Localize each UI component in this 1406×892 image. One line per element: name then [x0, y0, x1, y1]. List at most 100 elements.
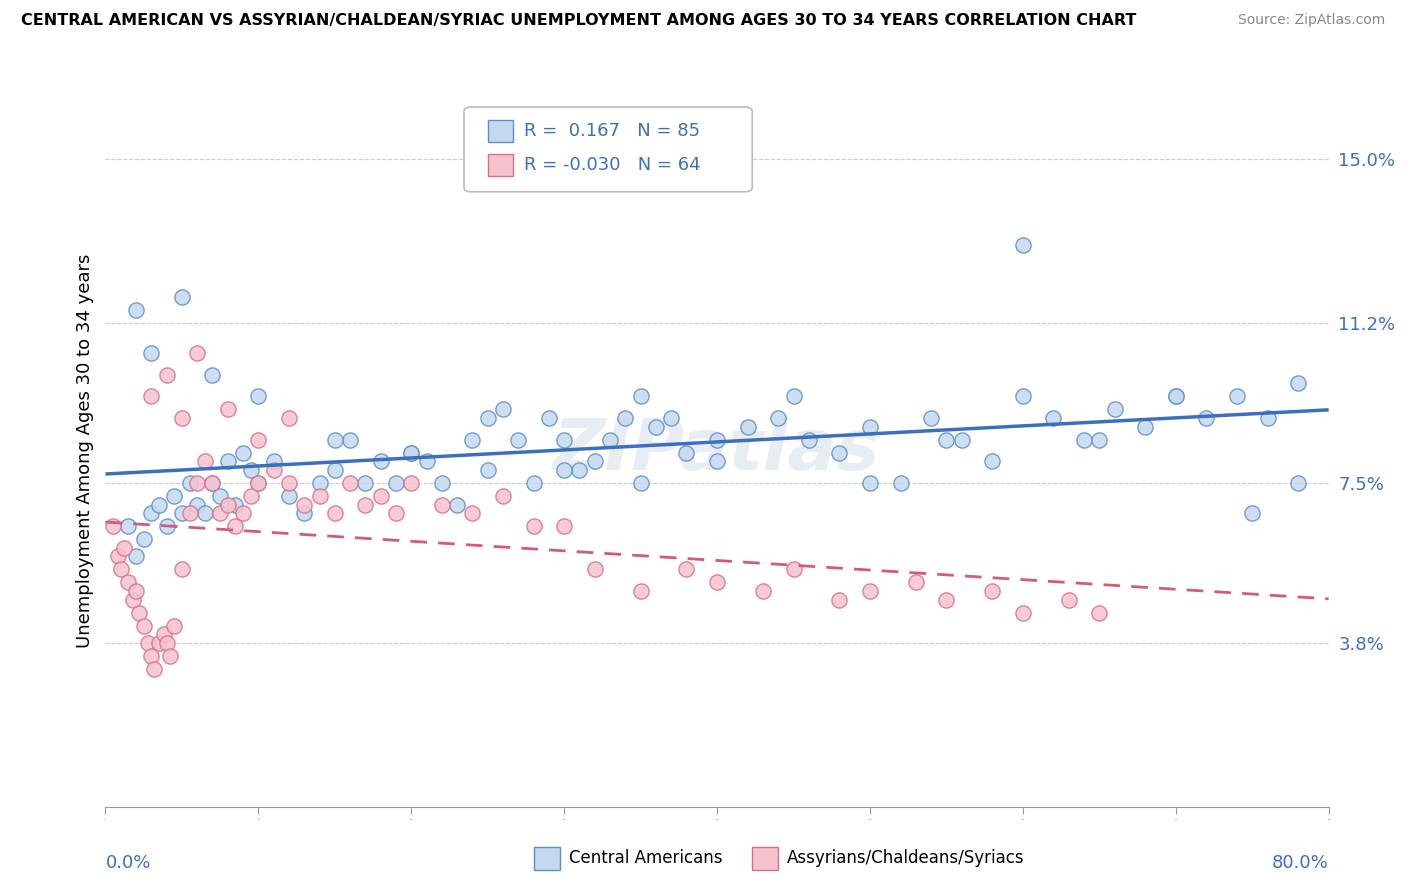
Point [401, 445, 423, 459]
Point [247, 389, 270, 403]
Point [217, 498, 239, 512]
Point [112, 541, 135, 555]
Point [292, 498, 315, 512]
Point [152, 627, 174, 641]
Point [492, 489, 515, 503]
Point [981, 454, 1004, 468]
Point [339, 433, 361, 447]
Point [935, 592, 957, 607]
Point [125, 302, 148, 317]
Point [292, 506, 315, 520]
Point [156, 368, 179, 382]
Point [186, 346, 208, 360]
Point [179, 506, 201, 520]
Point [278, 475, 301, 490]
Point [401, 445, 423, 459]
Point [782, 562, 804, 576]
Point [797, 433, 820, 447]
Point [308, 475, 330, 490]
Point [385, 506, 408, 520]
Point [1195, 411, 1218, 425]
Point [950, 433, 973, 447]
Point [354, 498, 377, 512]
Point [239, 463, 262, 477]
Point [117, 519, 139, 533]
Point [141, 346, 163, 360]
Point [339, 475, 361, 490]
Point [706, 454, 728, 468]
Point [170, 411, 193, 425]
Point [859, 584, 882, 599]
Text: R = -0.030   N = 64: R = -0.030 N = 64 [524, 156, 702, 174]
Point [583, 562, 606, 576]
Point [1133, 419, 1156, 434]
Point [659, 411, 682, 425]
Point [247, 433, 270, 447]
Point [125, 584, 148, 599]
Point [1012, 606, 1035, 620]
Point [568, 463, 591, 477]
Point [1286, 376, 1309, 391]
Point [828, 592, 851, 607]
Point [630, 389, 652, 403]
Point [890, 475, 912, 490]
Point [107, 549, 129, 564]
Point [828, 445, 851, 459]
Point [148, 636, 170, 650]
Y-axis label: Unemployment Among Ages 30 to 34 years: Unemployment Among Ages 30 to 34 years [76, 253, 94, 648]
Point [614, 411, 637, 425]
Point [508, 433, 530, 447]
Point [125, 549, 148, 564]
Point [122, 592, 145, 607]
Point [201, 475, 224, 490]
Point [1257, 411, 1279, 425]
Text: Central Americans: Central Americans [569, 849, 723, 867]
Point [132, 618, 155, 632]
Text: CENTRAL AMERICAN VS ASSYRIAN/CHALDEAN/SYRIAC UNEMPLOYMENT AMONG AGES 30 TO 34 YE: CENTRAL AMERICAN VS ASSYRIAN/CHALDEAN/SY… [21, 13, 1136, 29]
Point [163, 618, 186, 632]
Point [141, 506, 163, 520]
Point [201, 368, 224, 382]
Point [904, 575, 927, 590]
Point [263, 463, 285, 477]
Point [553, 519, 575, 533]
Point [186, 475, 208, 490]
Text: Source: ZipAtlas.com: Source: ZipAtlas.com [1237, 13, 1385, 28]
Point [706, 575, 728, 590]
Point [194, 506, 217, 520]
Point [477, 411, 499, 425]
Point [278, 489, 301, 503]
Point [1088, 433, 1111, 447]
Point [537, 411, 560, 425]
Point [461, 506, 484, 520]
Point [308, 489, 330, 503]
Point [224, 498, 246, 512]
Point [782, 389, 804, 403]
Point [859, 475, 882, 490]
Text: R =  0.167   N = 85: R = 0.167 N = 85 [524, 122, 700, 140]
Point [224, 519, 246, 533]
Point [186, 498, 208, 512]
Point [194, 454, 217, 468]
Point [583, 454, 606, 468]
Point [920, 411, 942, 425]
Point [553, 463, 575, 477]
Point [1012, 238, 1035, 252]
Point [232, 506, 254, 520]
Point [385, 475, 408, 490]
Point [156, 636, 179, 650]
Point [675, 445, 697, 459]
Point [415, 454, 437, 468]
Point [737, 419, 759, 434]
Point [323, 433, 346, 447]
Point [101, 519, 124, 533]
Point [128, 606, 150, 620]
Text: 0.0%: 0.0% [105, 854, 150, 871]
Point [170, 562, 193, 576]
Point [278, 411, 301, 425]
Point [768, 411, 790, 425]
Point [461, 433, 484, 447]
Point [553, 433, 575, 447]
Text: Assyrians/Chaldeans/Syriacs: Assyrians/Chaldeans/Syriacs [787, 849, 1025, 867]
Point [430, 498, 453, 512]
